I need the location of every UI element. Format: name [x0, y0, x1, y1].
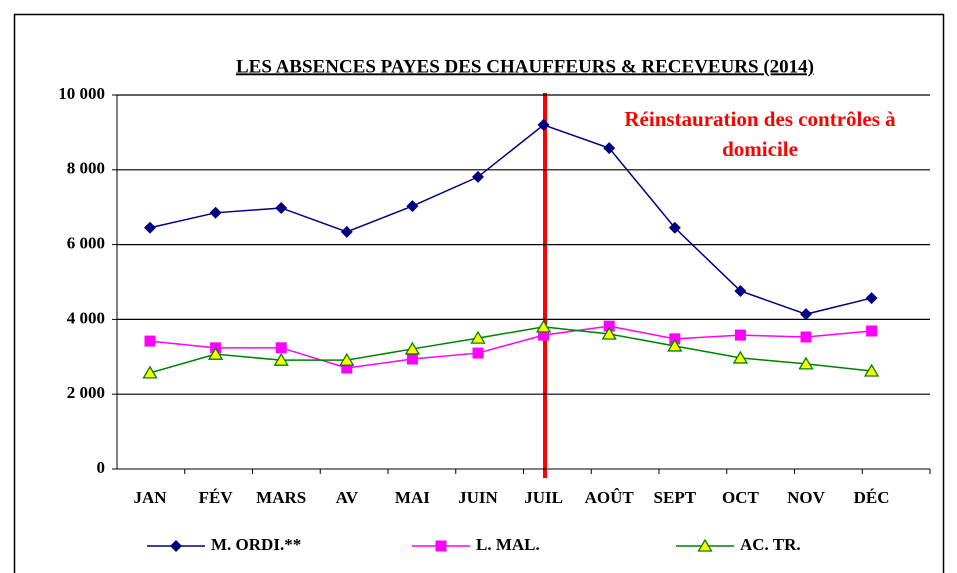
marker	[472, 170, 484, 183]
marker	[863, 363, 880, 377]
marker	[800, 308, 812, 321]
marker	[601, 326, 617, 340]
marker	[535, 319, 552, 333]
marker	[470, 330, 486, 344]
chart-frame	[13, 13, 945, 573]
marker	[603, 320, 615, 332]
x-tick-label: SEPT	[654, 488, 697, 507]
y-tick-label: 6 000	[67, 234, 105, 253]
legend-label: AC. TR.	[740, 535, 801, 554]
legend-marker	[697, 538, 713, 552]
marker	[207, 346, 224, 360]
y-tick-label: 2 000	[67, 383, 105, 402]
x-tick-label: MARS	[256, 488, 306, 507]
marker	[865, 292, 878, 305]
series-line	[149, 124, 872, 315]
marker	[800, 331, 812, 343]
y-tick-label: 8 000	[67, 159, 105, 178]
marker	[406, 353, 418, 365]
marker	[472, 347, 484, 359]
legend-marker	[435, 540, 447, 552]
x-tick-label: NOV	[787, 488, 826, 507]
legend-label: M. ORDI.**	[211, 535, 301, 554]
legend-label: L. MAL.	[476, 535, 540, 554]
x-tick-label: AV	[336, 488, 359, 507]
marker	[339, 352, 355, 366]
marker	[537, 118, 550, 131]
x-tick-label: FÉV	[199, 488, 234, 507]
marker	[798, 356, 814, 370]
y-tick-label: 0	[97, 458, 106, 477]
marker	[341, 362, 353, 374]
x-tick-label: JUIN	[458, 488, 498, 507]
x-tick-label: JAN	[133, 488, 167, 507]
marker	[273, 352, 289, 366]
x-tick-label: DÉC	[854, 488, 890, 507]
series-line	[149, 325, 872, 369]
annotation: Réinstauration des contrôles à	[624, 107, 896, 131]
annotation: domicile	[722, 137, 798, 161]
marker	[144, 335, 156, 347]
marker	[667, 338, 683, 352]
marker	[144, 221, 156, 234]
marker	[734, 329, 746, 341]
marker	[340, 225, 353, 238]
marker	[275, 342, 287, 354]
y-tick-label: 10 000	[58, 84, 105, 103]
marker	[209, 206, 222, 219]
x-tick-label: AOÛT	[585, 488, 635, 507]
marker	[668, 221, 681, 234]
marker	[538, 329, 550, 341]
marker	[404, 341, 421, 355]
x-tick-label: MAI	[395, 488, 430, 507]
series-line	[149, 326, 872, 374]
marker	[732, 350, 749, 364]
x-tick-label: OCT	[722, 488, 760, 507]
legend-marker	[170, 540, 182, 552]
chart-title: LES ABSENCES PAYES DES CHAUFFEURS & RECE…	[236, 56, 814, 77]
marker	[142, 365, 158, 379]
marker	[866, 325, 878, 337]
marker	[603, 142, 616, 155]
y-tick-label: 4 000	[67, 308, 105, 327]
marker	[406, 200, 419, 213]
marker	[734, 284, 747, 297]
x-tick-label: JUIL	[524, 488, 563, 507]
marker	[275, 201, 288, 214]
